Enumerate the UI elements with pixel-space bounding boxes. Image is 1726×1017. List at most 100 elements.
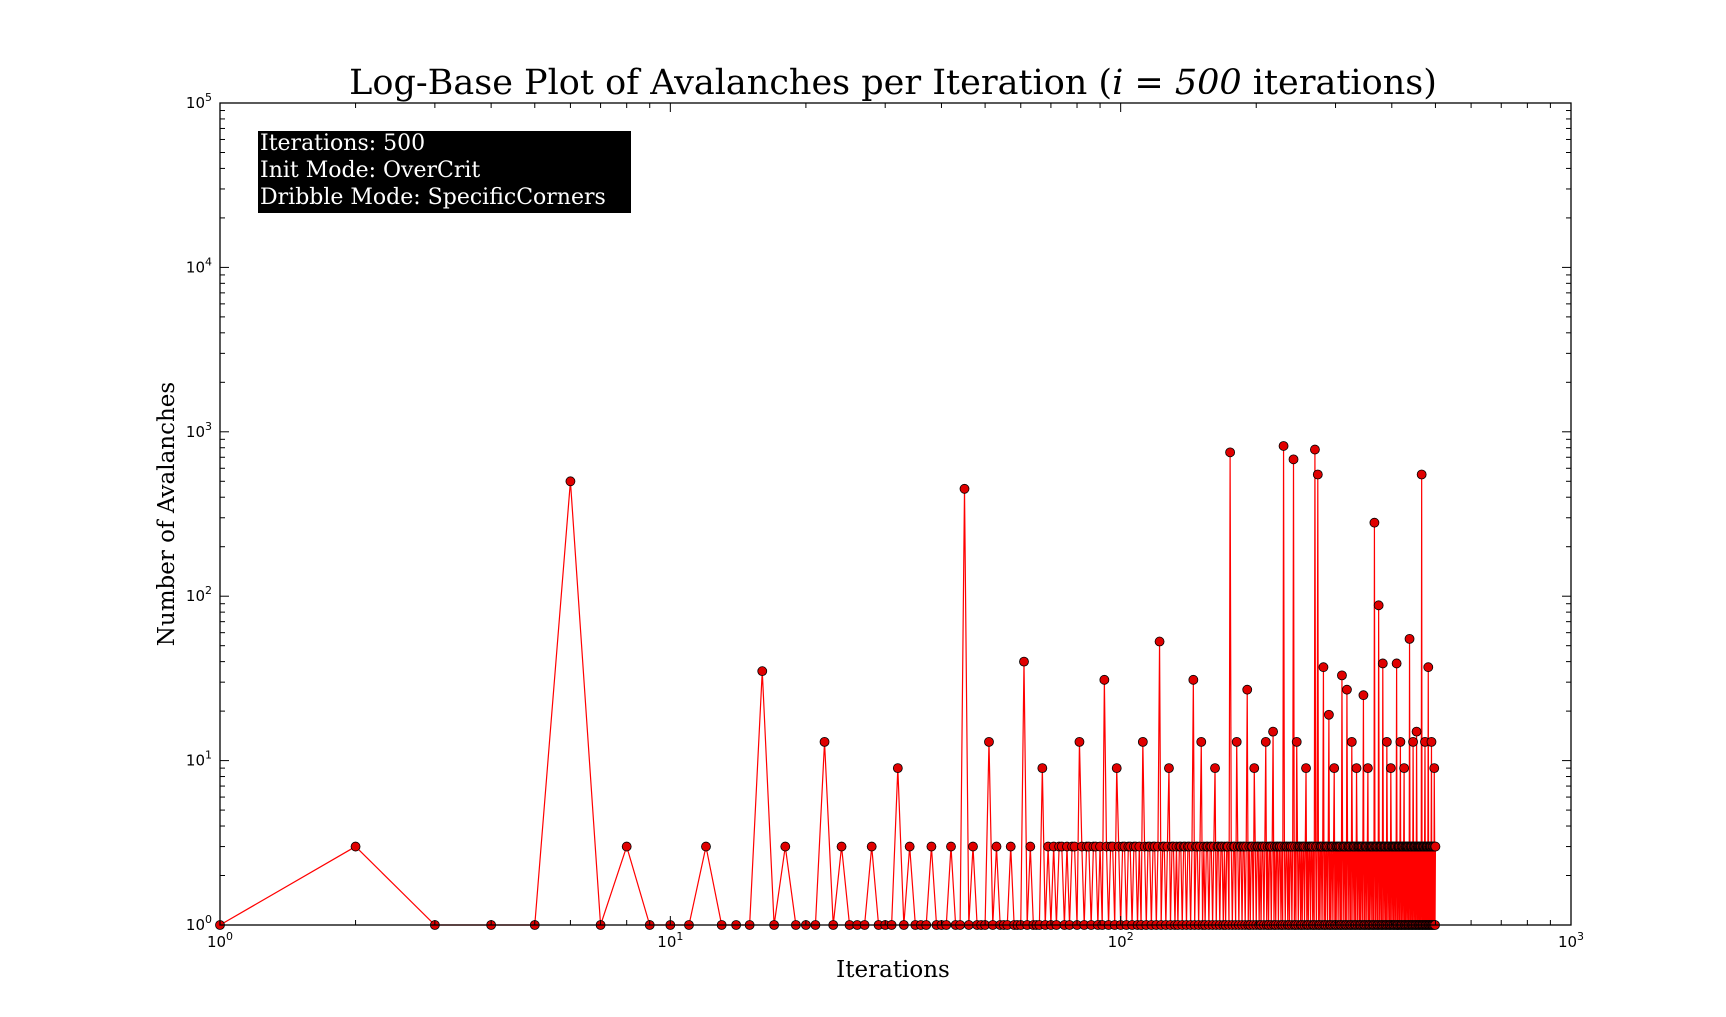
y-tick-base: 10 — [186, 423, 205, 441]
y-tick-label: 103 — [186, 420, 212, 441]
y-tick-label: 100 — [186, 913, 212, 934]
data-point — [1369, 517, 1380, 528]
x-tick-exponent: 0 — [226, 930, 233, 943]
data-point — [991, 841, 1002, 852]
y-tick-exponent: 3 — [205, 420, 212, 433]
chart-title-math: i = 500 — [1112, 63, 1242, 103]
data-point — [701, 841, 711, 852]
data-point — [1377, 658, 1388, 669]
x-tick-exponent: 3 — [1577, 930, 1584, 943]
data-point — [926, 841, 937, 852]
data-point — [1358, 690, 1369, 701]
data-point — [1395, 736, 1406, 747]
x-tick-label: 101 — [657, 930, 683, 951]
y-tick-base: 10 — [186, 258, 205, 276]
data-point — [1099, 674, 1110, 685]
data-point — [1399, 763, 1410, 774]
data-point — [1391, 658, 1402, 669]
data-point — [1025, 841, 1036, 852]
data-point — [968, 841, 978, 852]
data-point — [1373, 600, 1384, 611]
data-point — [1404, 633, 1415, 644]
x-tick-label: 103 — [1558, 930, 1584, 951]
x-axis-label: Iterations — [836, 957, 950, 983]
data-point — [1342, 684, 1352, 695]
data-point — [1363, 763, 1373, 774]
y-tick-label: 104 — [186, 255, 212, 276]
data-point — [1019, 656, 1029, 667]
data-point — [984, 736, 994, 747]
y-tick-exponent: 4 — [205, 255, 212, 268]
data-point — [1411, 726, 1422, 737]
series-line — [219, 445, 1437, 926]
y-tick-base: 10 — [186, 94, 205, 112]
x-tick-base: 10 — [657, 933, 676, 951]
x-tick-label: 102 — [1108, 930, 1134, 951]
annotation-line-3: Dribble Mode: SpecificCorners — [260, 185, 606, 210]
data-point — [1312, 469, 1323, 480]
data-point — [1164, 763, 1174, 774]
y-tick-base: 10 — [186, 916, 205, 934]
y-tick-label: 101 — [186, 749, 212, 770]
data-point — [1430, 841, 1441, 852]
y-tick-label: 105 — [186, 91, 212, 112]
data-point — [1249, 763, 1260, 774]
data-point — [892, 763, 903, 774]
annotation-box: Iterations: 500 Init Mode: OverCrit Drib… — [258, 131, 631, 213]
data-point — [1074, 736, 1085, 747]
data-point — [1037, 763, 1048, 774]
data-point — [1111, 763, 1122, 774]
data-point — [1381, 736, 1392, 747]
chart-title: Log-Base Plot of Avalanches per Iteratio… — [349, 63, 1437, 103]
data-point — [1268, 726, 1278, 737]
data-point — [1429, 763, 1440, 774]
data-point — [1426, 736, 1437, 747]
data-point — [1408, 736, 1418, 747]
plot-frame — [219, 102, 1572, 926]
data-point — [1310, 444, 1320, 455]
data-point — [1231, 736, 1242, 747]
data-point — [757, 666, 768, 677]
data-point — [1188, 674, 1199, 685]
x-tick-base: 10 — [207, 933, 226, 951]
data-point — [1242, 684, 1253, 695]
data-point — [1260, 736, 1271, 747]
x-tick-base: 10 — [1558, 933, 1577, 951]
x-tick-exponent: 1 — [676, 930, 683, 943]
annotation-line-2: Init Mode: OverCrit — [260, 158, 480, 183]
data-point — [1288, 454, 1299, 465]
data-point — [1154, 636, 1165, 647]
data-point — [1423, 662, 1434, 673]
data-point — [904, 841, 915, 852]
y-tick-exponent: 1 — [205, 749, 212, 762]
data-point — [1385, 763, 1396, 774]
data-point — [1225, 447, 1236, 458]
data-point — [836, 841, 847, 852]
chart-title-prefix: Log-Base Plot of Avalanches per Iteratio… — [349, 63, 1112, 103]
data-point — [1346, 736, 1357, 747]
y-tick-exponent: 5 — [205, 91, 212, 104]
data-point — [1210, 763, 1220, 774]
data-point — [780, 841, 791, 852]
data-point — [1278, 441, 1289, 451]
data-point — [1337, 670, 1347, 681]
annotation-box-background — [258, 131, 631, 213]
data-point — [1329, 763, 1340, 774]
x-tick-label: 100 — [207, 930, 233, 951]
data-point — [819, 736, 830, 747]
data-point — [1291, 736, 1302, 747]
data-point — [946, 841, 956, 852]
y-tick-base: 10 — [186, 587, 205, 605]
chart-title-suffix: iterations) — [1242, 63, 1437, 103]
data-point — [1196, 736, 1207, 747]
data-point — [1137, 736, 1148, 747]
y-tick-base: 10 — [186, 752, 205, 770]
data-point — [1324, 709, 1334, 720]
data-point — [959, 483, 970, 494]
x-tick-base: 10 — [1108, 933, 1127, 951]
y-axis-label: Number of Avalanches — [154, 382, 180, 646]
data-point — [621, 841, 632, 852]
annotation-line-1: Iterations: 500 — [260, 131, 425, 156]
data-point — [1416, 469, 1427, 480]
